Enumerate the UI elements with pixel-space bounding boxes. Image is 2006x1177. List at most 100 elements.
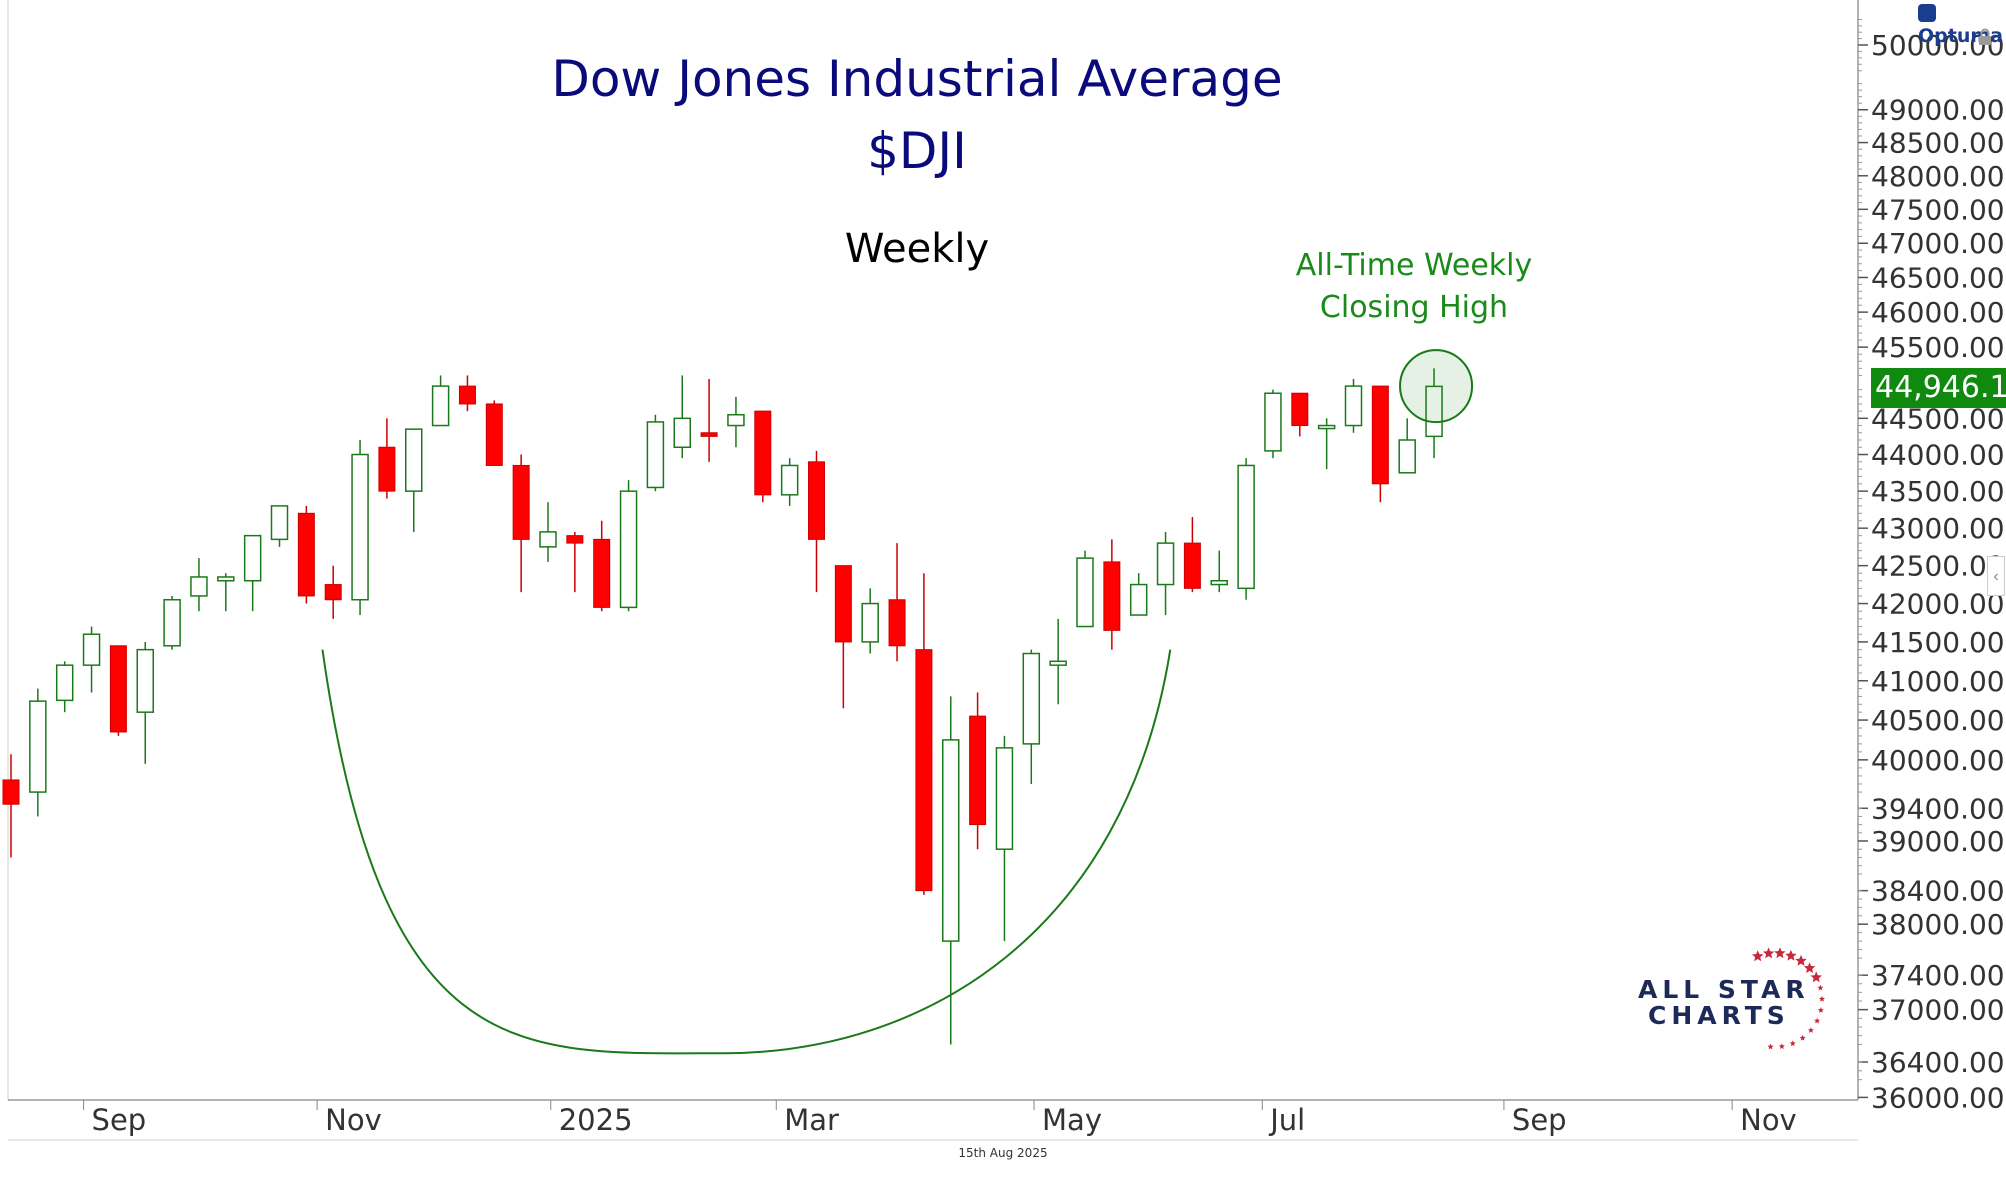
candle xyxy=(808,450,825,593)
candle-body-up xyxy=(351,453,369,601)
candle xyxy=(431,375,450,427)
candles xyxy=(2,368,1443,1045)
y-tick-label: 36000.00 xyxy=(1871,1081,2005,1114)
candle xyxy=(888,543,906,662)
candle-body-down xyxy=(834,565,852,643)
candle xyxy=(995,735,1014,942)
chart-subtitle: $DJI xyxy=(867,122,967,180)
candle xyxy=(700,378,718,462)
y-tick-label: 39400.00 xyxy=(1871,792,2005,825)
candle-body-up xyxy=(1237,464,1255,590)
candle xyxy=(378,418,396,499)
y-tick-label: 42500.00 xyxy=(1871,550,2005,583)
candle-body-up xyxy=(1264,392,1282,452)
candle-body-up xyxy=(1129,583,1148,616)
candle xyxy=(593,520,611,612)
candle-body-down xyxy=(754,410,772,496)
y-tick-label: 41000.00 xyxy=(1871,665,2005,698)
y-tick-label: 49000.00 xyxy=(1871,94,2005,127)
y-tick-label: 38000.00 xyxy=(1871,908,2005,941)
candle-body-up xyxy=(405,428,423,492)
candle-body-down xyxy=(915,649,933,892)
y-tick-label: 45500.00 xyxy=(1871,331,2005,364)
candle xyxy=(619,480,638,612)
candle xyxy=(217,573,235,612)
candle-body-up xyxy=(136,648,154,713)
logo-star xyxy=(1810,971,1822,983)
candle-body-up xyxy=(1156,542,1175,586)
candle xyxy=(190,558,208,612)
y-tick-label: 37000.00 xyxy=(1871,994,2005,1027)
y-tick-label: 48000.00 xyxy=(1871,160,2005,193)
annotation-line1: All-Time Weekly xyxy=(1295,248,1533,283)
logo-star xyxy=(1785,949,1797,961)
candle-body-up xyxy=(82,633,101,666)
y-tick-label: 39000.00 xyxy=(1871,825,2005,858)
candle xyxy=(1049,618,1067,705)
candle xyxy=(1022,649,1041,784)
highlight-circle xyxy=(1399,349,1474,424)
y-axis: 50000.0049000.0048500.0048000.0047500.00… xyxy=(1858,18,2005,1114)
candle-body-down xyxy=(458,385,476,405)
y-tick-label: 36400.00 xyxy=(1871,1046,2005,1079)
candle-body-up xyxy=(1076,557,1094,628)
y-tick-label: 41500.00 xyxy=(1871,626,2005,659)
y-tick-label: 48500.00 xyxy=(1871,127,2005,160)
candle-body-up xyxy=(1398,439,1416,474)
candle xyxy=(1210,550,1228,593)
logo-star xyxy=(1752,950,1764,962)
candle xyxy=(861,588,879,654)
candle xyxy=(754,410,772,503)
logo-star xyxy=(1803,962,1816,973)
timeframe-label: Weekly xyxy=(844,226,990,272)
candle-body-up xyxy=(1344,385,1363,427)
candle xyxy=(1183,517,1201,593)
candle xyxy=(673,375,691,459)
candle-body-down xyxy=(109,645,127,733)
y-tick-label: 42000.00 xyxy=(1871,588,2005,621)
logo-star xyxy=(1774,947,1786,959)
y-tick-label: 38400.00 xyxy=(1871,875,2005,908)
candle xyxy=(969,692,987,850)
collapse-panel-icon[interactable]: ‹ xyxy=(1987,556,2005,596)
logo-text-line1: ALL STAR xyxy=(1638,975,1810,1004)
candle xyxy=(1076,550,1094,628)
candle-body-down xyxy=(700,432,718,437)
candle xyxy=(1103,539,1121,650)
candle-body-down xyxy=(1183,542,1201,589)
candle xyxy=(270,505,289,547)
chart-frame xyxy=(7,0,1859,1141)
candle-body-down xyxy=(969,715,987,826)
candle xyxy=(29,688,47,817)
candle xyxy=(566,531,584,593)
lock-icon[interactable] xyxy=(1977,28,1993,46)
candle xyxy=(1317,418,1336,470)
logo-star xyxy=(1814,1017,1821,1024)
candle-body-up xyxy=(1049,660,1067,666)
candle-body-up xyxy=(780,464,799,496)
candle-body-up xyxy=(431,385,450,427)
candle-body-up xyxy=(727,413,745,427)
candle xyxy=(539,502,557,562)
candle xyxy=(1344,378,1363,433)
logo-star xyxy=(1789,1040,1796,1047)
highlight-circle-shape xyxy=(1399,349,1474,424)
x-tick-label: 2025 xyxy=(559,1103,633,1137)
candle-body-down xyxy=(485,403,503,466)
candle xyxy=(1371,385,1389,503)
candle-body-down xyxy=(1103,561,1121,631)
candle xyxy=(55,661,74,713)
candle xyxy=(1264,389,1282,459)
candle-body-down xyxy=(324,584,342,601)
candle-body-up xyxy=(673,417,691,449)
candle xyxy=(297,505,315,604)
candle xyxy=(485,400,503,466)
logo-star xyxy=(1762,947,1775,959)
x-tick-label: Sep xyxy=(1512,1103,1567,1137)
logo-star xyxy=(1817,984,1824,991)
y-tick-label: 43500.00 xyxy=(1871,475,2005,508)
logo-star xyxy=(1818,995,1825,1002)
y-tick-label: 46000.00 xyxy=(1871,296,2005,329)
